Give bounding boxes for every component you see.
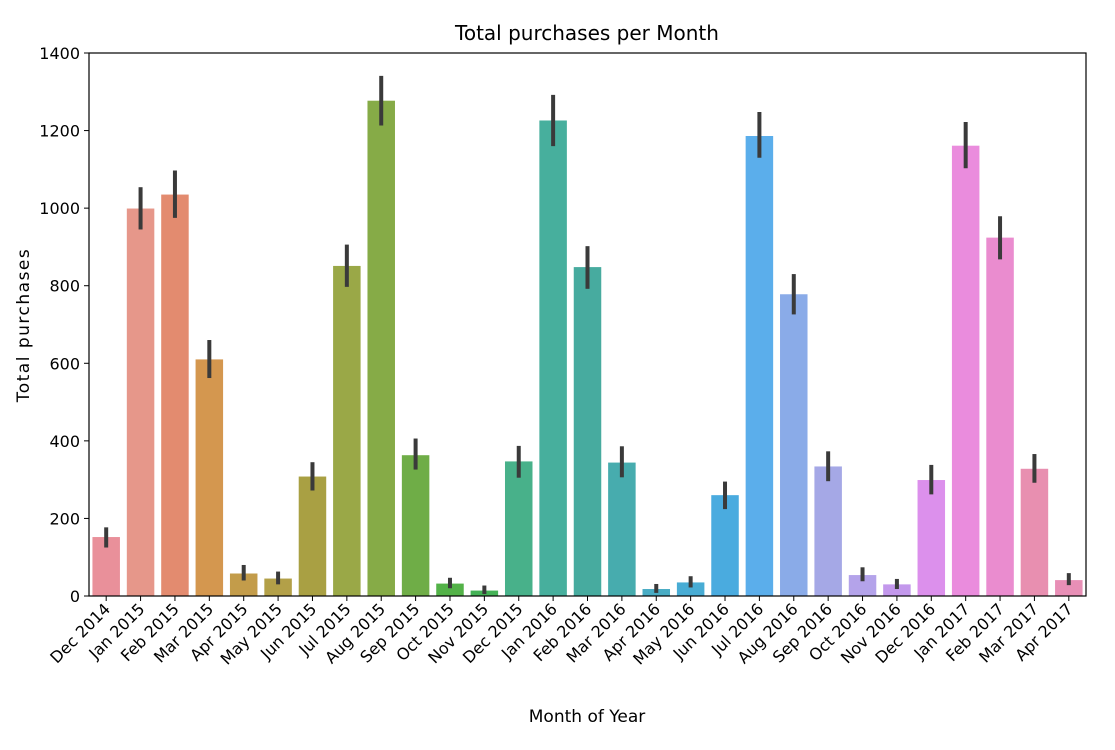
chart-title: Total purchases per Month [454,21,719,45]
bar [711,495,739,596]
y-tick-label: 600 [49,354,80,373]
bar [917,480,946,596]
bar [367,100,395,597]
bar [573,267,602,596]
bar [814,466,842,596]
y-tick-label: 1400 [39,44,80,63]
bar [608,462,636,596]
bar [848,575,877,596]
bar [883,584,911,596]
bar [333,265,361,596]
bar [195,359,224,596]
bar [745,136,774,596]
y-axis-ticks: 0 200 400 600 800 1000 1200 1400 [39,44,89,606]
bar [264,578,292,596]
bar [436,583,464,596]
bar [986,237,1014,596]
x-axis-title: Month of Year [529,707,645,727]
bar [229,573,258,596]
y-tick-label: 1200 [39,122,80,141]
bar [951,145,980,596]
bar [161,194,189,596]
bar [504,461,533,596]
bars-group [92,100,1083,597]
y-tick-label: 800 [49,277,80,296]
error-bars-group [104,75,1071,595]
bar [1020,468,1049,596]
plot-frame [88,52,1087,597]
bar [539,120,567,596]
bar [298,476,327,596]
bar [676,582,705,596]
bar [401,455,430,596]
y-tick-label: 200 [49,509,80,528]
y-tick-label: 1000 [39,199,80,218]
y-axis-title: Total purchases [14,248,34,404]
bar [1055,580,1083,596]
bar [126,208,155,597]
y-tick-label: 400 [49,432,80,451]
y-tick-label: 0 [70,587,80,606]
bar [780,294,808,596]
